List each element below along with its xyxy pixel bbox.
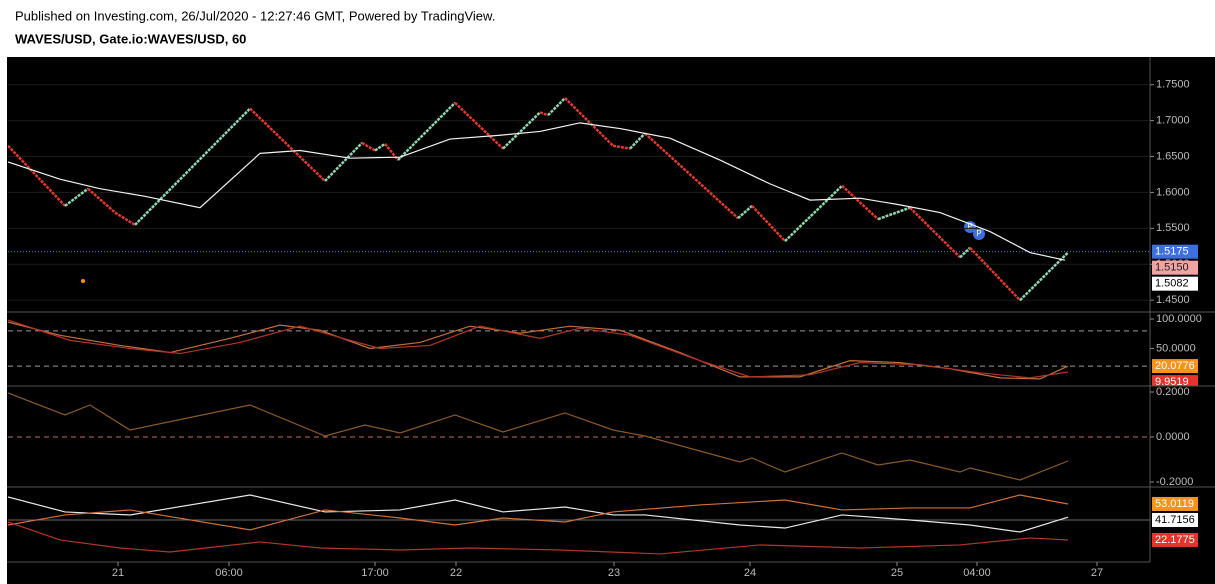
- y-tick-label: 1.6000: [1156, 186, 1190, 198]
- renko-segment: [539, 111, 549, 117]
- price-tag-label: 1.5150: [1155, 262, 1189, 274]
- x-tick-label: 06:00: [215, 567, 243, 579]
- price-tag: [1152, 375, 1198, 386]
- x-tick-label: 25: [891, 567, 903, 579]
- pivot-icon: P: [967, 222, 972, 231]
- y-tick-label: 1.4500: [1156, 294, 1190, 306]
- series-line: [8, 392, 1069, 481]
- renko-segment: [784, 184, 843, 243]
- price-tag-label: 9.9519: [1155, 376, 1189, 388]
- renko-segment: [397, 101, 456, 161]
- price-tag: [1152, 260, 1198, 275]
- renko-segment: [361, 141, 376, 152]
- renko-segment: [969, 246, 1021, 302]
- renko-segment: [737, 204, 753, 220]
- renko-segment: [629, 132, 646, 150]
- series-line: [8, 521, 1069, 555]
- renko-segment: [87, 187, 116, 214]
- series-line: [8, 319, 1069, 379]
- x-tick-label: 23: [608, 567, 620, 579]
- price-tag: [1152, 532, 1198, 547]
- y-tick-label: 1.7000: [1156, 115, 1190, 127]
- renko-segment: [134, 107, 251, 226]
- renko-segment: [612, 144, 631, 150]
- pane: -0.2000 0.0000 0.2000: [8, 386, 1193, 488]
- price-tag-label: 1.5082: [1155, 278, 1189, 290]
- pivot-icon: P: [976, 229, 981, 238]
- renko-segment: [64, 187, 89, 207]
- x-tick-label: 27: [1091, 567, 1103, 579]
- x-tick-label: 21: [112, 567, 124, 579]
- pivot-marker: [964, 221, 976, 233]
- renko-segment: [877, 206, 911, 221]
- y-tick-label: 0.0000: [1156, 431, 1190, 443]
- renko-segment: [502, 111, 541, 150]
- series-line: [8, 494, 1069, 533]
- y-tick-label: -0.2000: [1156, 476, 1193, 488]
- price-tag: [1152, 359, 1198, 374]
- pane: 50.0000 100.0000 20.0776 9.9519: [8, 313, 1202, 388]
- y-tick-label: 1.7500: [1156, 79, 1190, 91]
- price-tag-label: 41.7156: [1155, 514, 1195, 526]
- renko-segment: [644, 132, 739, 220]
- price-tag: [1152, 244, 1198, 259]
- x-tick-label: 22: [450, 567, 462, 579]
- renko-segment: [374, 142, 386, 152]
- y-tick-label: 1.6500: [1156, 150, 1190, 162]
- y-tick-label: 0.2000: [1156, 386, 1190, 398]
- symbol-title: WAVES/USD, Gate.io:WAVES/USD, 60: [15, 31, 246, 46]
- price-tag-label: 1.5175: [1155, 246, 1189, 258]
- renko-segment: [751, 205, 786, 242]
- x-tick-label: 04:00: [963, 567, 991, 579]
- renko-segment: [8, 144, 66, 207]
- pane: 53.0119 41.7156 22.1775: [8, 494, 1198, 555]
- y-tick-label: 100.0000: [1156, 313, 1202, 325]
- price-tag-label: 22.1775: [1155, 534, 1195, 546]
- price-tag-label: 53.0119: [1155, 498, 1194, 510]
- price-tag: [1152, 512, 1198, 527]
- price-tag-label: 20.0776: [1155, 360, 1195, 372]
- renko-segment: [841, 184, 879, 221]
- series-line: [8, 494, 1069, 531]
- price-tag: [1152, 276, 1198, 291]
- renko-segment: [249, 107, 326, 182]
- renko-segment: [324, 142, 363, 182]
- renko-segment: [909, 206, 961, 259]
- renko-segment: [547, 97, 566, 117]
- price-tag: [1152, 496, 1198, 511]
- series-line: [8, 122, 1066, 261]
- x-tick-label: 17:00: [361, 567, 389, 579]
- marker-dot: [81, 279, 85, 283]
- x-tick-label: 24: [744, 567, 756, 579]
- y-tick-label: 50.0000: [1156, 342, 1196, 354]
- published-note: Published on Investing.com, 26/Jul/2020 …: [15, 8, 495, 23]
- renko-segment: [959, 246, 971, 259]
- renko-segment: [454, 101, 504, 150]
- renko-segment: [564, 97, 614, 147]
- pane: 1.45001.50001.55001.60001.65001.70001.75…: [8, 79, 1198, 306]
- y-tick-label: 1.5500: [1156, 222, 1190, 234]
- pivot-marker: [973, 228, 985, 240]
- renko-segment: [1019, 251, 1069, 302]
